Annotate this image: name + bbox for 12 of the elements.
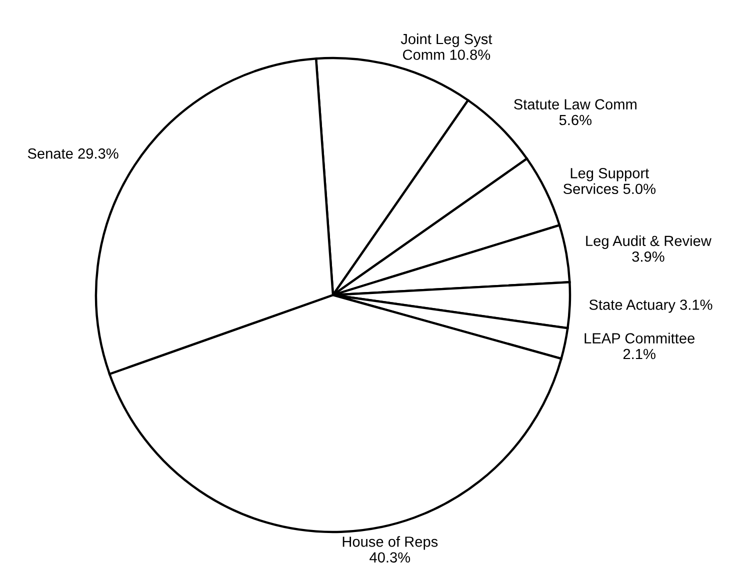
slice-label: Leg Support Services 5.0% — [563, 168, 656, 194]
data-label: 5.6% — [559, 114, 592, 126]
data-label: 40.3% — [370, 552, 410, 563]
slice-label: Statute Law Comm — [514, 99, 636, 110]
slice-label: Senate 29.3% — [28, 148, 118, 159]
slice-label: State Actuary 3.1% — [589, 300, 712, 313]
data-label: 2.1% — [623, 348, 656, 360]
slice-label: LEAP Committee — [584, 332, 694, 344]
data-label: 3.9% — [632, 251, 664, 262]
slice-label: Joint Leg Syst Comm 10.8% — [400, 33, 492, 60]
slice-label: House of Reps — [342, 536, 438, 550]
slice-label: Leg Audit & Review — [586, 235, 712, 249]
